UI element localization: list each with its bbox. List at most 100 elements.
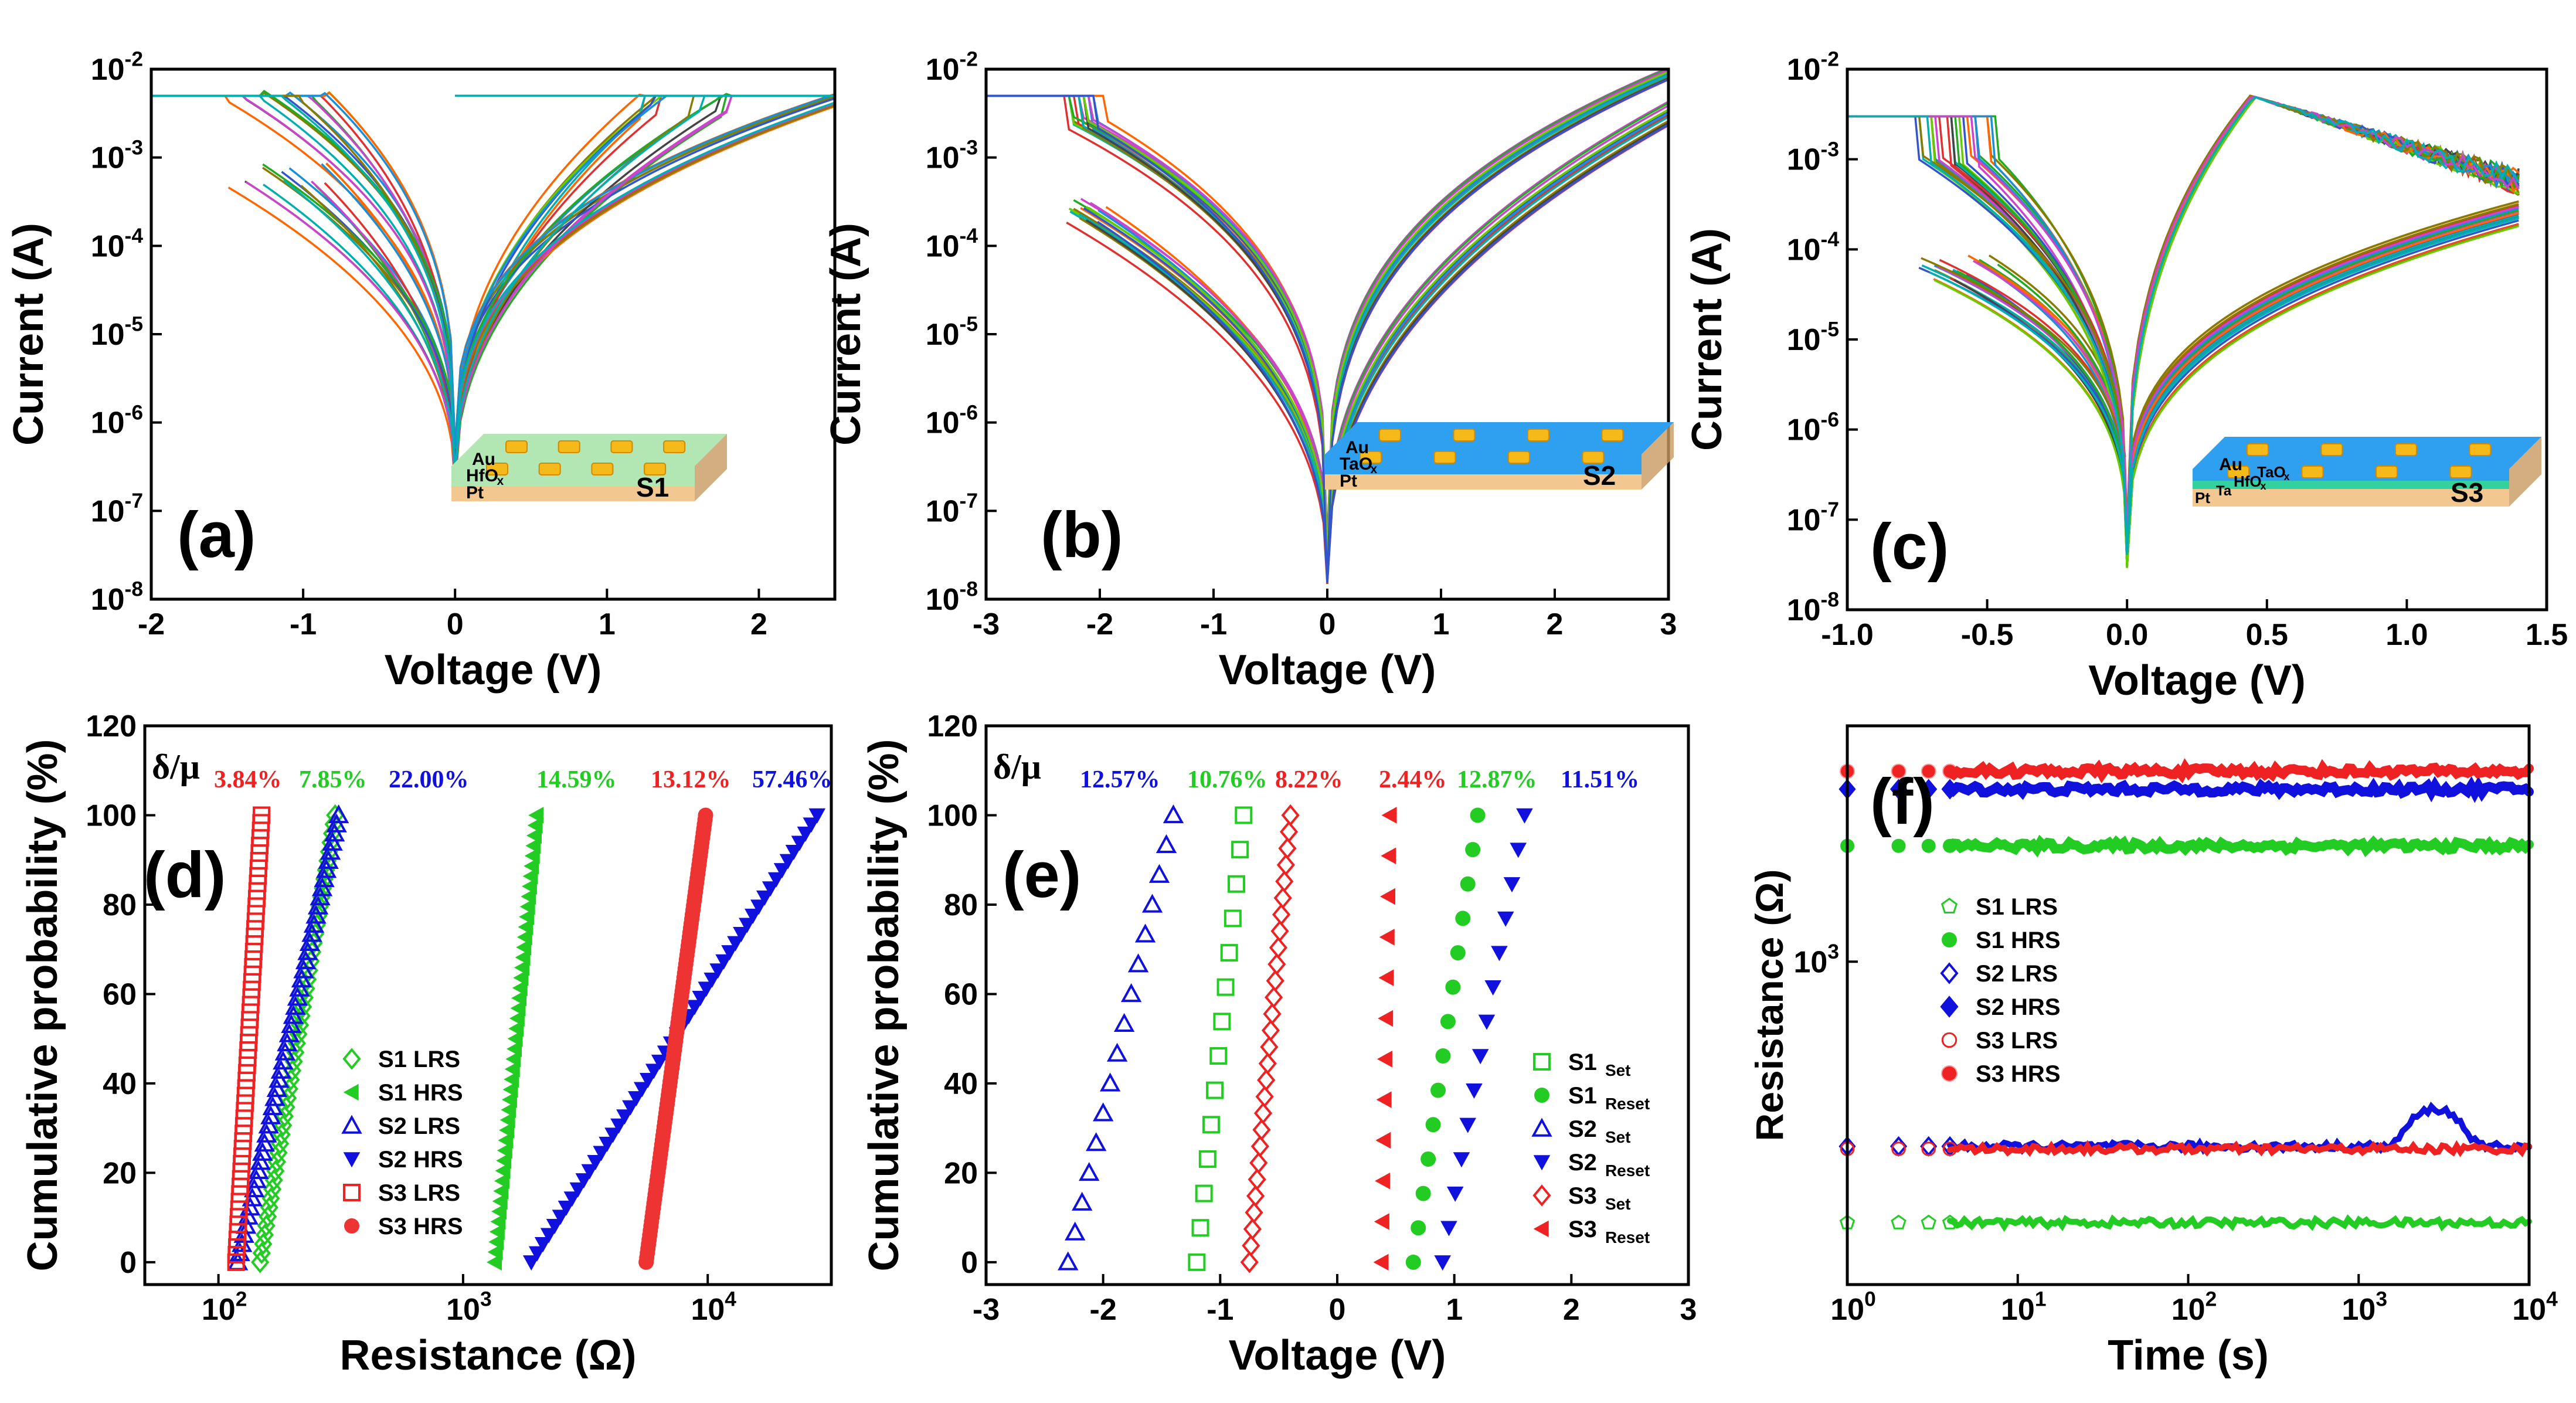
iv-curve-neg-lower	[1973, 260, 2128, 536]
data-point	[704, 972, 721, 988]
tick-base: 10	[926, 229, 960, 263]
data-point	[1266, 970, 1284, 992]
data-point	[501, 1091, 517, 1108]
data-point	[516, 929, 532, 946]
legend-label: S1 LRS	[378, 1047, 460, 1072]
tick-base: 10	[926, 406, 960, 440]
stat-value: 13.12%	[651, 766, 731, 793]
legend-marker	[1533, 1155, 1551, 1171]
data-point	[1065, 1221, 1086, 1241]
data-point	[1378, 969, 1394, 987]
iv-curves	[986, 70, 1669, 585]
iv-curve-pos-lower	[1326, 120, 1669, 577]
legend-label: S1 Set	[1568, 1049, 1631, 1079]
tick-exponent: -5	[125, 313, 143, 336]
iv-curve-pos-lower	[2126, 200, 2519, 527]
inset-electrode	[1527, 429, 1549, 441]
data-point	[295, 950, 317, 970]
iv-curve-pos-upper	[1326, 72, 1669, 563]
data-point	[552, 1210, 569, 1225]
plot-frame	[143, 724, 833, 1286]
tick-base: 10	[91, 406, 125, 440]
data-point	[324, 823, 345, 842]
inset-sample-label: S2	[1583, 460, 1616, 491]
data-point	[721, 945, 738, 961]
y-tick-label: 20	[103, 1156, 137, 1190]
data-point	[512, 979, 528, 997]
x-tick-label: 1	[1446, 1293, 1463, 1327]
inset-layer	[451, 486, 695, 501]
tick-base: 10	[1787, 503, 1821, 537]
data-point	[698, 981, 715, 997]
data-point	[1470, 807, 1486, 823]
data-point	[1209, 1047, 1228, 1065]
data-point	[1281, 804, 1300, 827]
data-point	[256, 1123, 277, 1143]
data-point	[767, 872, 785, 888]
data-point	[1891, 838, 1906, 853]
data-point	[1921, 763, 1936, 779]
data-point	[1273, 886, 1292, 909]
iv-curve-pos-lower	[2126, 209, 2519, 542]
inset-side	[2509, 437, 2541, 507]
data-point	[750, 899, 767, 915]
data-point	[1380, 888, 1396, 905]
inset-electrode	[2247, 443, 2269, 456]
data-point	[1058, 1251, 1079, 1270]
data-point	[1510, 843, 1527, 858]
data-point	[492, 1193, 508, 1210]
y-tick-label: 100	[927, 799, 978, 833]
x-axis-title: Voltage (V)	[1219, 647, 1436, 694]
data-point	[262, 1096, 284, 1116]
iv-curve-neg-upper	[151, 94, 456, 485]
panel-letter: (e)	[1002, 839, 1081, 911]
y-tick-label: 40	[103, 1067, 137, 1101]
legend-marker	[344, 1218, 359, 1234]
data-point	[1278, 837, 1297, 860]
tick-base: 10	[2341, 1293, 2376, 1327]
iv-curve-pos-lower	[1326, 112, 1669, 564]
iv-curve-pos-lower	[1326, 113, 1669, 566]
data-point	[1249, 1151, 1268, 1174]
data-point	[1405, 1254, 1421, 1270]
x-tick-label: -2	[1086, 607, 1113, 641]
inset-electrode	[486, 463, 508, 475]
iv-curve-pos-lower	[2126, 225, 2519, 568]
data-point	[1086, 1132, 1107, 1151]
x-tick-label: 102	[202, 1288, 247, 1327]
data-point	[1921, 838, 1936, 853]
data-point	[326, 813, 347, 833]
legend-label: S3 LRS	[378, 1180, 460, 1206]
inset-electrode	[591, 463, 614, 475]
panel-letter: (a)	[177, 499, 256, 571]
inset-electrode	[1433, 451, 1456, 464]
data-point	[488, 1233, 504, 1251]
y-tick-label: 103	[1793, 940, 1839, 979]
data-point	[291, 969, 312, 988]
x-tick-label: -2	[1090, 1293, 1117, 1327]
x-axis-title: Voltage (V)	[1229, 1332, 1446, 1379]
x-tick-label: 103	[446, 1288, 492, 1327]
data-point	[506, 1040, 522, 1058]
retention-band	[1945, 776, 2534, 803]
iv-curve-pos-upper	[1326, 73, 1669, 567]
legend-label: S2 HRS	[378, 1147, 463, 1173]
stat-value: 14.59%	[536, 766, 617, 793]
iv-curve-neg-lower	[1956, 270, 2128, 553]
iv-curve-pos-lower	[2126, 206, 2519, 536]
legend-label: S3 HRS	[1976, 1061, 2061, 1087]
legend-sub: Reset	[1605, 1095, 1650, 1113]
data-point	[1258, 1052, 1277, 1075]
data-point	[496, 1152, 512, 1169]
data-point	[260, 1105, 281, 1125]
inset-side	[695, 434, 727, 501]
tick-base: 10	[1830, 1293, 1864, 1327]
data-point	[499, 1111, 515, 1129]
data-point	[1243, 1218, 1262, 1241]
y-tick-label: 10-7	[1787, 498, 1839, 537]
data-point	[1415, 1185, 1431, 1201]
tick-exponent: -3	[125, 136, 143, 159]
data-point	[1213, 1013, 1231, 1031]
data-point	[1252, 1119, 1271, 1141]
